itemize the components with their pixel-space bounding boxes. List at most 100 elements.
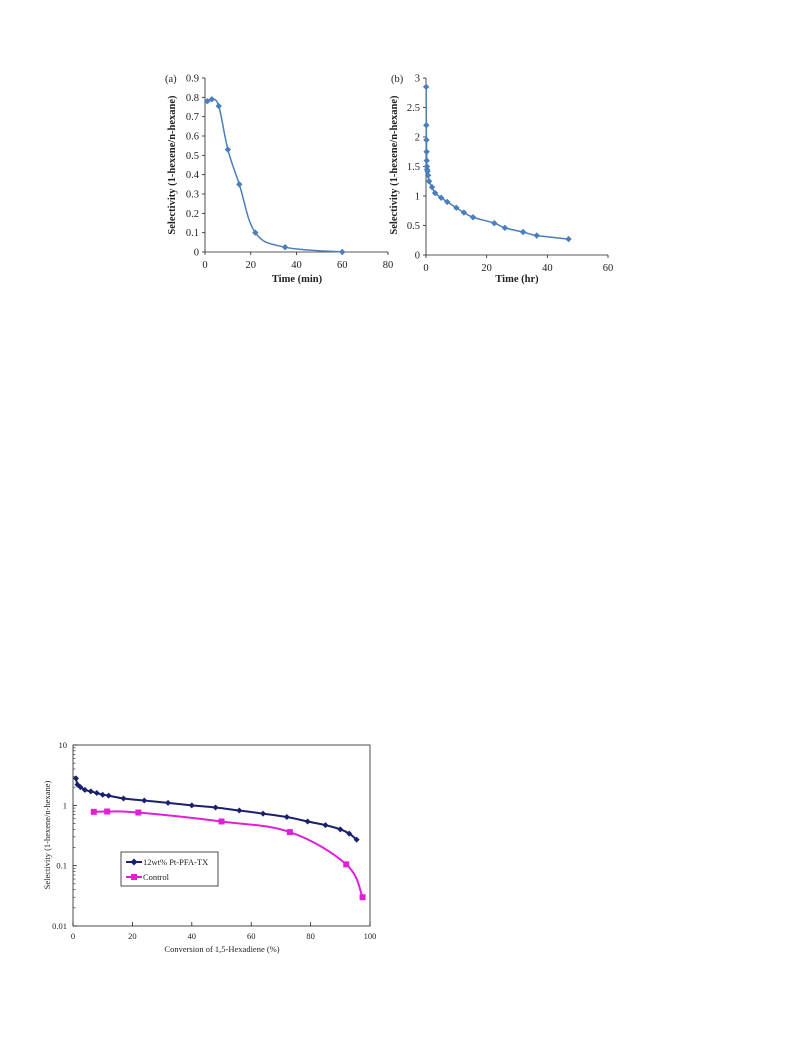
data-point-pt-pfa-tx xyxy=(283,814,290,821)
x-tick-label: 20 xyxy=(481,263,492,274)
legend-marker-control xyxy=(131,874,137,880)
legend-box xyxy=(120,851,219,887)
data-point xyxy=(423,136,430,144)
legend-label-pt-pfa-tx: 12wt% Pt-PFA-TX xyxy=(143,857,208,867)
data-point xyxy=(224,146,232,153)
data-point xyxy=(469,214,477,221)
data-point-pt-pfa-tx xyxy=(322,822,329,829)
x-axis-label-b: Time (hr) xyxy=(495,274,539,285)
y-tick-label: 0.5 xyxy=(407,221,420,232)
data-point-pt-pfa-tx xyxy=(77,784,84,791)
data-point xyxy=(422,83,430,91)
y-tick-label: 0.7 xyxy=(186,112,199,123)
data-point-pt-pfa-tx xyxy=(188,802,195,809)
data-point-pt-pfa-tx xyxy=(93,790,100,797)
y-tick-label: 1 xyxy=(63,800,67,810)
y-tick-label: 0.01 xyxy=(52,921,67,931)
data-point xyxy=(428,183,436,191)
y-tick-label: 0 xyxy=(194,248,199,259)
data-point-pt-pfa-tx xyxy=(72,775,79,782)
data-point-control xyxy=(343,861,350,868)
data-point xyxy=(423,157,430,164)
y-tick-label: 0.4 xyxy=(186,170,200,181)
data-point-control xyxy=(286,829,293,836)
x-tick-label: 60 xyxy=(603,263,614,274)
data-point xyxy=(519,228,527,236)
data-point-pt-pfa-tx xyxy=(346,830,353,837)
data-point-pt-pfa-tx xyxy=(99,791,106,798)
legend-label-control: Control xyxy=(143,872,170,882)
y-tick-label: 0.9 xyxy=(186,74,199,85)
y-tick-label: 1 xyxy=(415,192,420,203)
data-point-pt-pfa-tx xyxy=(212,804,219,811)
data-point xyxy=(281,243,289,251)
data-point-control xyxy=(90,808,97,815)
y-tick-label: 2 xyxy=(415,133,420,144)
data-point xyxy=(491,219,498,227)
data-point-control xyxy=(218,818,225,825)
x-tick-label: 100 xyxy=(364,931,377,941)
data-point xyxy=(501,224,509,232)
data-point-pt-pfa-tx xyxy=(105,792,112,799)
data-point xyxy=(533,232,540,239)
plot-area-c xyxy=(72,744,371,927)
data-point xyxy=(215,102,222,110)
data-point xyxy=(444,198,451,206)
y-tick-label: 0 xyxy=(415,251,420,262)
panel-label-b: (b) xyxy=(391,74,404,85)
data-point xyxy=(425,178,433,185)
data-point-pt-pfa-tx xyxy=(304,818,311,825)
data-point xyxy=(424,172,432,179)
data-point xyxy=(204,98,211,105)
y-tick-label: 3 xyxy=(415,74,420,85)
data-point-pt-pfa-tx xyxy=(353,836,360,843)
panel-label-a: (a) xyxy=(165,74,177,85)
y-tick-label: 0.8 xyxy=(186,93,199,104)
data-point xyxy=(208,96,216,103)
x-tick-label: 0 xyxy=(423,263,428,274)
x-tick-label: 20 xyxy=(128,931,137,941)
data-point xyxy=(431,189,439,197)
x-tick-label: 60 xyxy=(337,260,348,271)
y-axis-label-b: Selectivity (1-hexene/n-hexane) xyxy=(389,95,400,235)
data-point xyxy=(453,204,460,211)
x-tick-label: 0 xyxy=(202,260,207,271)
data-point-pt-pfa-tx xyxy=(236,807,243,814)
data-point-pt-pfa-tx xyxy=(141,797,148,804)
data-point-pt-pfa-tx xyxy=(87,788,94,795)
data-point-control xyxy=(104,808,111,815)
y-tick-label: 0.1 xyxy=(56,861,67,871)
y-tick-label: 10 xyxy=(59,740,68,750)
x-axis-label-a: Time (min) xyxy=(272,274,323,285)
x-tick-label: 40 xyxy=(542,263,553,274)
y-tick-label: 0.1 xyxy=(186,228,199,239)
data-point-pt-pfa-tx xyxy=(260,810,267,817)
data-point-control xyxy=(359,894,366,901)
data-point-pt-pfa-tx xyxy=(165,799,172,806)
y-axis-label-a: Selectivity (1-hexene/n-hexane) xyxy=(167,95,178,235)
data-point-pt-pfa-tx xyxy=(81,786,88,793)
y-tick-label: 2.5 xyxy=(407,103,420,114)
series-line-b xyxy=(425,86,569,240)
y-tick-label: 0.3 xyxy=(186,190,199,201)
data-point xyxy=(339,248,346,256)
legend-marker-pt-pfa-tx xyxy=(130,858,138,866)
data-point xyxy=(565,235,572,243)
data-point xyxy=(236,181,243,188)
data-point-pt-pfa-tx xyxy=(120,795,127,802)
data-point xyxy=(423,148,430,155)
x-axis-label-c: Conversion of 1,5-Hexadiene (%) xyxy=(164,944,279,954)
x-tick-label: 40 xyxy=(291,260,302,271)
x-tick-label: 40 xyxy=(188,931,197,941)
data-point xyxy=(423,122,430,129)
x-tick-label: 20 xyxy=(246,260,257,271)
y-tick-label: 0.5 xyxy=(186,151,199,162)
x-tick-label: 0 xyxy=(71,931,75,941)
y-tick-label: 0.6 xyxy=(186,132,199,143)
y-axis-label-c: Selectivity (1-hexene/n-hexane) xyxy=(42,780,52,889)
x-tick-label: 60 xyxy=(247,931,256,941)
x-tick-label: 80 xyxy=(383,260,394,271)
